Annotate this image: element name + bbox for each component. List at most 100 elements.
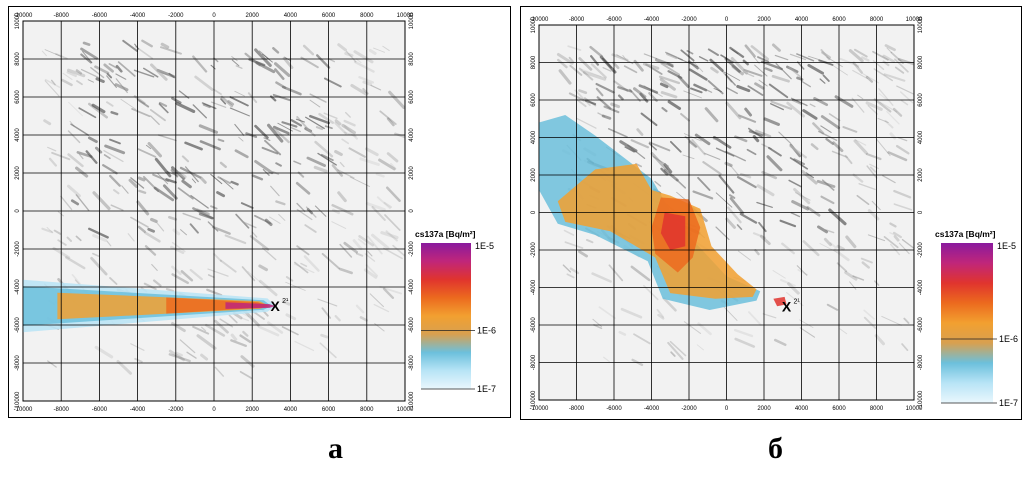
x-tick-label-bottom: 4000 — [284, 407, 298, 413]
x-tick-label-bottom: 0 — [212, 407, 216, 413]
x-tick-label-top: -2000 — [681, 17, 697, 23]
y-tick-label-right: -4000 — [918, 279, 924, 295]
x-tick-label-top: -2000 — [168, 13, 184, 19]
y-tick-label-left: -4000 — [531, 279, 537, 295]
y-tick-label-right: 4000 — [409, 128, 415, 142]
x-tick-label-bottom: 8000 — [870, 406, 884, 412]
x-tick-label-top: 2000 — [246, 13, 260, 19]
y-tick-label-left: 10000 — [15, 12, 21, 29]
legend-max-label: 1E-5 — [997, 241, 1016, 251]
x-tick-label-top: 0 — [725, 17, 729, 23]
y-tick-label-left: 0 — [531, 210, 537, 214]
y-tick-label-right: -2000 — [409, 241, 415, 257]
x-tick-label-bottom: -6000 — [606, 406, 622, 412]
deposition-plume-a — [23, 279, 276, 333]
x-tick-label-top: 2000 — [757, 17, 771, 23]
x-tick-label-bottom: -4000 — [130, 407, 146, 413]
legend-title: cs137a [Bq/m²] — [415, 229, 476, 239]
y-tick-label-right: -10000 — [918, 390, 924, 409]
x-tick-label-bottom: -2000 — [168, 407, 184, 413]
plume-contour — [773, 296, 787, 307]
legend-max-label: 1E-5 — [475, 241, 494, 251]
map-figure-b: -10000 -10000 -8000 -8000 -6000 -6000 -4000 -40… — [530, 16, 1018, 412]
x-tick-label-bottom: 8000 — [360, 407, 374, 413]
x-tick-label-top: 10000 — [906, 17, 923, 23]
x-tick-label-top: -10000 — [14, 13, 33, 19]
x-tick-label-top: 0 — [212, 13, 216, 19]
panel-caption-a: а — [328, 432, 343, 465]
y-tick-label-right: 8000 — [918, 55, 924, 69]
y-tick-label-left: 8000 — [15, 52, 21, 66]
y-tick-label-left: 6000 — [15, 90, 21, 104]
y-tick-label-right: 2000 — [409, 166, 415, 180]
x-tick-label-top: 4000 — [284, 13, 298, 19]
x-tick-label-bottom: 6000 — [832, 406, 846, 412]
x-tick-label-top: -4000 — [130, 13, 146, 19]
y-tick-label-right: -4000 — [409, 279, 415, 295]
legend-min-label: 1E-7 — [999, 398, 1018, 408]
x-tick-label-bottom: 2000 — [757, 406, 771, 412]
source-label: 2¹ — [282, 298, 289, 305]
y-tick-label-right: 0 — [918, 210, 924, 214]
y-tick-label-left: 6000 — [531, 93, 537, 107]
y-tick-label-left: -6000 — [15, 317, 21, 333]
y-tick-label-right: -6000 — [918, 317, 924, 333]
plume-contour — [166, 297, 270, 314]
y-tick-label-right: 10000 — [918, 16, 924, 33]
panel-caption-b: б — [768, 432, 783, 465]
x-tick-label-top: 6000 — [832, 17, 846, 23]
y-tick-label-left: -8000 — [15, 355, 21, 371]
y-tick-label-left: 4000 — [531, 130, 537, 144]
map-grid-b — [538, 24, 915, 401]
x-tick-label-bottom: 2000 — [246, 407, 260, 413]
map-panel-a: -10000 -10000 -8000 -8000 -6000 -6000 -4000 -40… — [8, 6, 511, 418]
y-tick-label-right: 8000 — [409, 52, 415, 66]
y-tick-label-left: 10000 — [531, 16, 537, 33]
legend-colorbar — [941, 243, 993, 403]
x-tick-label-top: -10000 — [530, 17, 549, 23]
x-tick-label-top: 8000 — [360, 13, 374, 19]
y-tick-label-left: 8000 — [531, 55, 537, 69]
source-marker: X — [270, 298, 280, 314]
x-tick-label-top: -6000 — [92, 13, 108, 19]
y-tick-label-left: -10000 — [531, 390, 537, 409]
source-marker: X — [782, 298, 792, 314]
legend-mid-label: 1E-6 — [999, 334, 1018, 344]
x-tick-label-bottom: -8000 — [569, 406, 585, 412]
source-label: 2¹ — [794, 298, 801, 305]
y-tick-label-right: 10000 — [409, 12, 415, 29]
plume-contour — [57, 292, 270, 320]
x-tick-label-bottom: 10000 — [906, 406, 923, 412]
x-tick-label-bottom: -10000 — [14, 407, 33, 413]
y-tick-label-right: -8000 — [409, 355, 415, 371]
x-tick-label-top: 6000 — [322, 13, 336, 19]
y-tick-label-left: -6000 — [531, 317, 537, 333]
map-figure-a: -10000-10000-8000-8000-6000-6000-4000-40… — [14, 12, 496, 413]
y-tick-label-right: 2000 — [918, 168, 924, 182]
x-tick-label-top: -6000 — [606, 17, 622, 23]
map-grid-a — [22, 20, 406, 402]
x-tick-label-top: -4000 — [644, 17, 660, 23]
x-tick-label-bottom: -8000 — [54, 407, 70, 413]
y-tick-label-left: 4000 — [15, 128, 21, 142]
legend-title: cs137a [Bq/m²] — [935, 229, 996, 239]
x-tick-label-top: -8000 — [54, 13, 70, 19]
legend-mid-label: 1E-6 — [477, 326, 496, 336]
y-tick-label-left: -2000 — [15, 241, 21, 257]
x-tick-label-top: 8000 — [870, 17, 884, 23]
x-tick-label-top: 10000 — [397, 13, 414, 19]
legend-min-label: 1E-7 — [477, 384, 496, 394]
x-tick-label-bottom: -6000 — [92, 407, 108, 413]
x-tick-label-bottom: -4000 — [644, 406, 660, 412]
y-tick-label-left: -8000 — [531, 354, 537, 370]
y-tick-label-left: 2000 — [531, 168, 537, 182]
x-tick-label-bottom: 10000 — [397, 407, 414, 413]
y-tick-label-right: -6000 — [409, 317, 415, 333]
y-tick-label-left: -10000 — [15, 391, 21, 410]
y-tick-label-right: 6000 — [409, 90, 415, 104]
x-tick-label-top: 4000 — [795, 17, 809, 23]
x-tick-label-bottom: -2000 — [681, 406, 697, 412]
x-tick-label-bottom: 4000 — [795, 406, 809, 412]
y-tick-label-right: -8000 — [918, 354, 924, 370]
y-tick-label-right: 4000 — [918, 130, 924, 144]
